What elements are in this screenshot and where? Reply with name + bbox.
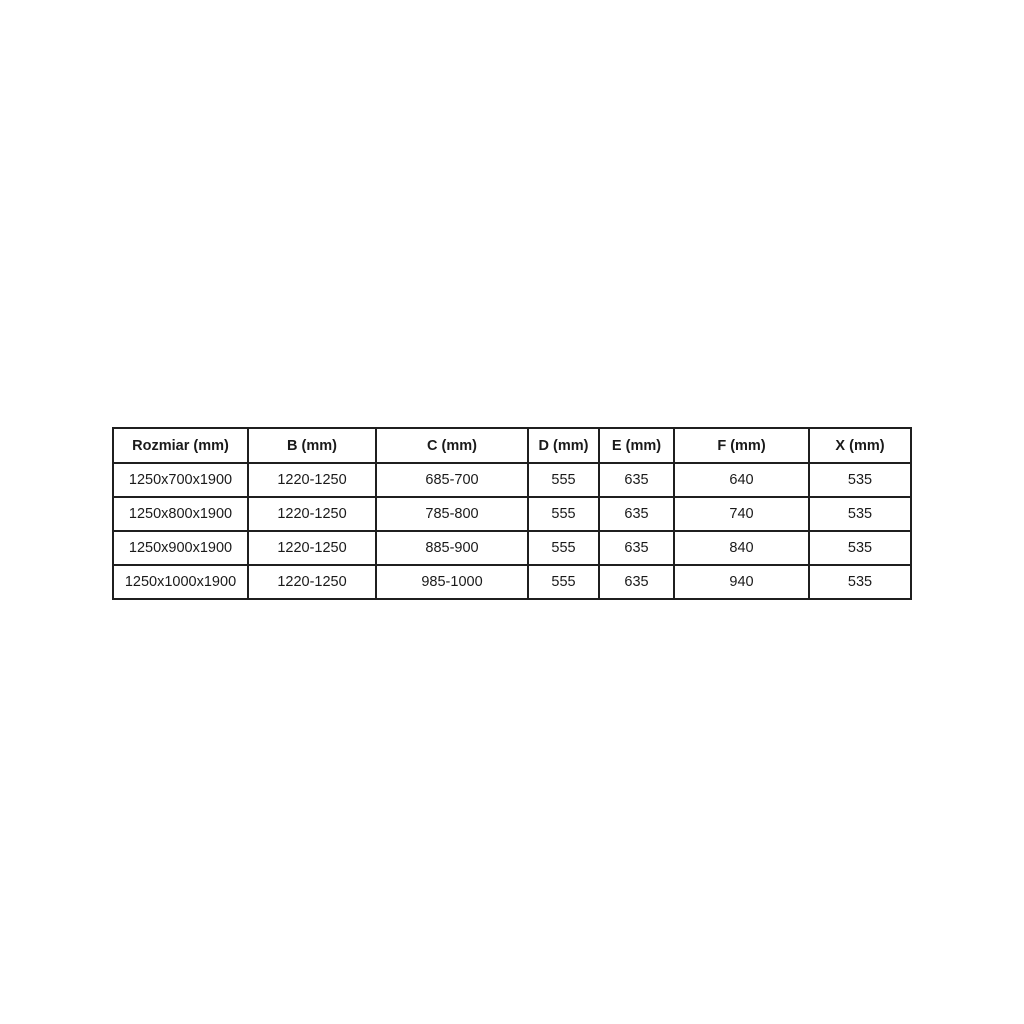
header-row: Rozmiar (mm) B (mm) C (mm) D (mm) E (mm) F (m… xyxy=(112,427,912,464)
column-header: X (mm) xyxy=(808,427,912,464)
table-cell: 940 xyxy=(673,564,810,600)
table-cell: 740 xyxy=(673,496,810,532)
column-header: F (mm) xyxy=(673,427,810,464)
table-cell: 555 xyxy=(527,462,600,498)
table-cell: 1220-1250 xyxy=(247,530,377,566)
table-cell: 1220-1250 xyxy=(247,496,377,532)
column-header: Rozmiar (mm) xyxy=(112,427,249,464)
table-row: 1250x1000x1900 1220-1250 985-1000 555 635 940… xyxy=(112,564,912,600)
table-cell: 635 xyxy=(598,564,675,600)
table-body: 1250x700x1900 1220-1250 685-700 555 635 640 53… xyxy=(112,462,912,600)
table-row: 1250x700x1900 1220-1250 685-700 555 635 640 53… xyxy=(112,462,912,498)
size-spec-table: Rozmiar (mm) B (mm) C (mm) D (mm) E (mm) F (m… xyxy=(112,427,912,600)
table-cell: 685-700 xyxy=(375,462,529,498)
table-cell: 885-900 xyxy=(375,530,529,566)
column-header: E (mm) xyxy=(598,427,675,464)
table-cell: 640 xyxy=(673,462,810,498)
table-cell: 1250x800x1900 xyxy=(112,496,249,532)
table-cell: 635 xyxy=(598,530,675,566)
table-cell: 535 xyxy=(808,462,912,498)
table-cell: 555 xyxy=(527,530,600,566)
table-cell: 1250x1000x1900 xyxy=(112,564,249,600)
table-cell: 785-800 xyxy=(375,496,529,532)
table-row: 1250x800x1900 1220-1250 785-800 555 635 740 53… xyxy=(112,496,912,532)
table-cell: 840 xyxy=(673,530,810,566)
table-cell: 1220-1250 xyxy=(247,564,377,600)
column-header: C (mm) xyxy=(375,427,529,464)
size-spec-table-container: Rozmiar (mm) B (mm) C (mm) D (mm) E (mm) F (m… xyxy=(112,427,912,600)
table-cell: 635 xyxy=(598,496,675,532)
table-cell: 635 xyxy=(598,462,675,498)
table-cell: 1220-1250 xyxy=(247,462,377,498)
table-row: 1250x900x1900 1220-1250 885-900 555 635 840 53… xyxy=(112,530,912,566)
table-cell: 1250x900x1900 xyxy=(112,530,249,566)
table-cell: 555 xyxy=(527,496,600,532)
table-cell: 535 xyxy=(808,530,912,566)
table-cell: 985-1000 xyxy=(375,564,529,600)
table-cell: 535 xyxy=(808,496,912,532)
table-cell: 535 xyxy=(808,564,912,600)
table-cell: 1250x700x1900 xyxy=(112,462,249,498)
table-cell: 555 xyxy=(527,564,600,600)
column-header: D (mm) xyxy=(527,427,600,464)
column-header: B (mm) xyxy=(247,427,377,464)
